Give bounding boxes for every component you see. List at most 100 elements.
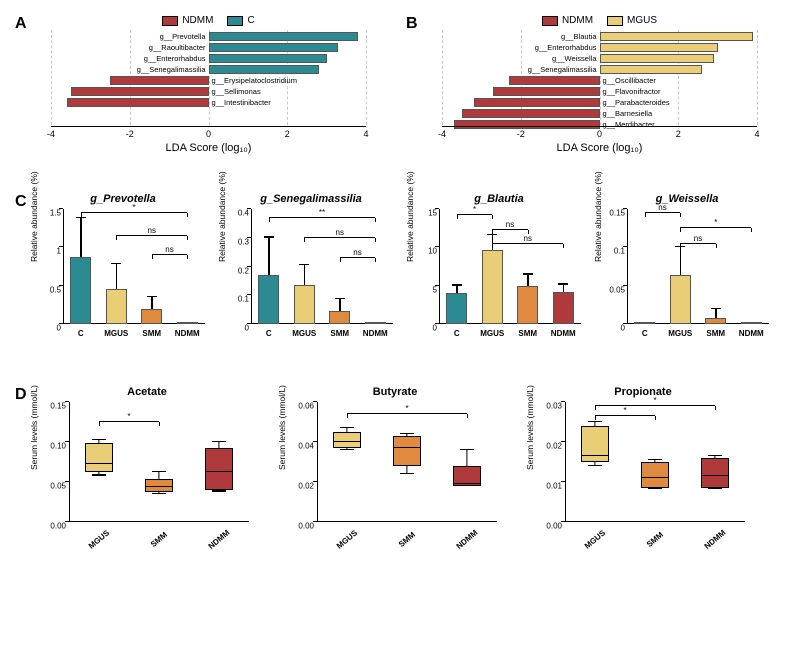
whisker-cap [648, 488, 662, 489]
sig-label: * [132, 203, 135, 212]
x-tick-label: SMM [706, 329, 725, 338]
box [641, 462, 670, 488]
lda-bar-label: g__Erysipelatoclostridium [212, 76, 297, 85]
whisker-cap [460, 449, 474, 450]
y-tick: 0 [597, 324, 625, 333]
sig-label: ns [524, 234, 532, 243]
panel-b: B NDMMMGUS g__Blautiag__Enterorhabdusg__… [406, 15, 777, 175]
sig-drop [187, 236, 188, 240]
bar-column: SMM [510, 209, 546, 324]
sig-drop [187, 213, 188, 217]
lda-bar-label: g__Oscillibacter [603, 76, 656, 85]
row-c: C g_PrevotellaRelative abundance (%)00.5… [15, 193, 777, 368]
x-tick: 0 [206, 129, 211, 139]
sig-bracket [116, 235, 187, 236]
bar-chart: g_PrevotellaRelative abundance (%)00.511… [33, 193, 213, 368]
chart-title: g_Prevotella [33, 193, 213, 205]
y-tick: 5 [409, 285, 437, 294]
bar-chart: g_BlautiaRelative abundance (%)051015CMG… [409, 193, 589, 368]
box [701, 458, 730, 488]
whisker-cap [92, 474, 106, 475]
sig-label: ns [658, 203, 666, 212]
sig-drop [375, 238, 376, 242]
error-bar [527, 275, 529, 286]
sig-label: ns [148, 226, 156, 235]
x-tick-label: MGUS [335, 528, 359, 550]
error-cap [452, 284, 462, 286]
x-tick-label: NDMM [455, 528, 480, 551]
y-tick: 0.06 [281, 402, 314, 411]
sig-bracket [457, 214, 493, 215]
box-column: SMM [625, 402, 685, 522]
panel-c-charts: g_PrevotellaRelative abundance (%)00.511… [15, 193, 777, 368]
panel-b-chart: g__Blautiag__Enterorhabdusg__Weissellag_… [422, 30, 777, 140]
y-label: Serum levels (mmol/L) [525, 385, 535, 470]
x-tick: 4 [363, 129, 368, 139]
y-tick: 0.4 [221, 209, 249, 218]
lda-bar [600, 54, 714, 63]
box-area: MGUSSMMNDMM [317, 402, 497, 522]
error-cap [76, 217, 86, 219]
sig-label: ns [694, 234, 702, 243]
error-cap [523, 273, 533, 275]
sig-label: * [473, 205, 476, 214]
sig-bracket [680, 227, 751, 228]
y-tick: 0.03 [529, 402, 562, 411]
bar-column: SMM [322, 209, 358, 324]
x-axis: -4-2024 [51, 126, 366, 140]
y-tick: 0.05 [33, 482, 66, 491]
box [581, 426, 610, 462]
whisker [466, 450, 467, 466]
sig-drop [375, 258, 376, 262]
y-tick: 0.3 [221, 237, 249, 246]
y-tick: 0.1 [597, 247, 625, 256]
bar [741, 322, 762, 324]
x-tick-label: SMM [142, 329, 161, 338]
chart-title: Butyrate [281, 386, 509, 398]
whisker-cap [212, 441, 226, 442]
lda-bar [600, 43, 718, 52]
sig-drop [680, 213, 681, 217]
median [641, 477, 670, 478]
median [581, 455, 610, 456]
legend-item: C [227, 15, 254, 26]
error-bar [116, 264, 118, 289]
x-tick-label: NDMM [363, 329, 388, 338]
plot-area: Relative abundance (%)00.10.20.30.4CMGUS… [221, 209, 401, 339]
sig-label: * [653, 396, 656, 405]
y-tick: 0.05 [597, 285, 625, 294]
legend-swatch [162, 16, 178, 26]
sig-bracket [81, 212, 188, 213]
error-cap [558, 283, 568, 285]
legend-swatch [227, 16, 243, 26]
sig-drop [340, 258, 341, 262]
x-tick: 0 [597, 129, 602, 139]
whisker-cap [708, 488, 722, 489]
sig-drop [269, 218, 270, 222]
bar [634, 322, 655, 324]
box-column: NDMM [437, 402, 497, 522]
sig-drop [655, 416, 656, 420]
row-ab: A NDMMC g__Prevotellag__Raoultibacterg__… [15, 15, 777, 175]
legend-label: NDMM [562, 15, 593, 26]
bar [482, 250, 503, 324]
lda-bar [110, 76, 208, 85]
box-column: MGUS [317, 402, 377, 522]
panel-b-legend: NDMMMGUS [422, 15, 777, 26]
sig-drop [99, 422, 100, 426]
sig-bracket [152, 254, 188, 255]
x-tick-label: C [642, 329, 648, 338]
box-column: SMM [377, 402, 437, 522]
error-bar [80, 218, 82, 256]
grid-line [442, 30, 443, 125]
whisker-cap [708, 455, 722, 456]
whisker-cap [92, 439, 106, 440]
lda-bar [462, 109, 600, 118]
sig-drop [304, 238, 305, 242]
sig-drop [347, 414, 348, 418]
lda-bar-label: g__Blautia [561, 32, 596, 41]
box-chart: ButyrateSerum levels (mmol/L)0.000.020.0… [281, 386, 509, 571]
sig-drop [457, 215, 458, 219]
y-tick: 0 [33, 324, 61, 333]
sig-drop [492, 244, 493, 248]
